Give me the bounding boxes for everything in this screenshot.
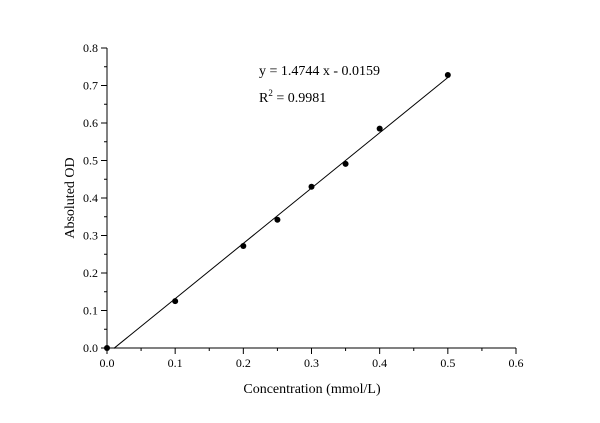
x-tick-label: 0.1 <box>168 356 183 370</box>
data-point <box>342 160 349 167</box>
y-tick-label: 0.8 <box>83 41 98 55</box>
data-point <box>376 125 383 132</box>
y-tick-label: 0.3 <box>83 229 98 243</box>
y-tick-label: 0.6 <box>83 116 98 130</box>
y-tick-label: 0.4 <box>83 191 98 205</box>
data-point <box>444 72 451 78</box>
ticks: 0.0 0.1 0.2 0.3 0.4 0.5 0.6 0.0 0.1 0.2 0.3 0.4 0.5 0… <box>83 41 524 370</box>
x-tick-label: 0.6 <box>509 356 524 370</box>
y-tick-label: 0.1 <box>83 304 98 318</box>
r-squared-label: R2 = 0.9981 <box>259 88 326 106</box>
x-tick-label: 0.2 <box>236 356 251 370</box>
x-axis-label: Concentration (mmol/L) <box>243 382 381 397</box>
y-tick-label: 0.2 <box>83 266 98 280</box>
y-tick-label: 0.7 <box>83 79 98 93</box>
data-point <box>104 345 110 351</box>
x-tick-label: 0.0 <box>100 356 115 370</box>
r-squared-symbol: R <box>259 91 269 106</box>
data-point <box>172 298 179 305</box>
x-tick-label: 0.4 <box>372 356 387 370</box>
regression-equation: y = 1.4744 x - 0.0159 <box>259 64 380 79</box>
y-tick-label: 0.0 <box>83 341 98 355</box>
r-squared-superscript: 2 <box>268 88 273 98</box>
x-tick-label: 0.5 <box>440 356 455 370</box>
y-axis-label: Absoluted OD <box>63 157 78 238</box>
data-point <box>240 243 247 249</box>
x-tick-label: 0.3 <box>304 356 319 370</box>
fit-line-layer <box>113 77 449 349</box>
regression-line <box>113 77 449 349</box>
data-points <box>104 72 451 351</box>
data-point <box>308 183 315 190</box>
r-squared-value: = 0.9981 <box>273 91 326 106</box>
y-tick-label: 0.5 <box>83 154 98 168</box>
data-point <box>274 216 281 223</box>
